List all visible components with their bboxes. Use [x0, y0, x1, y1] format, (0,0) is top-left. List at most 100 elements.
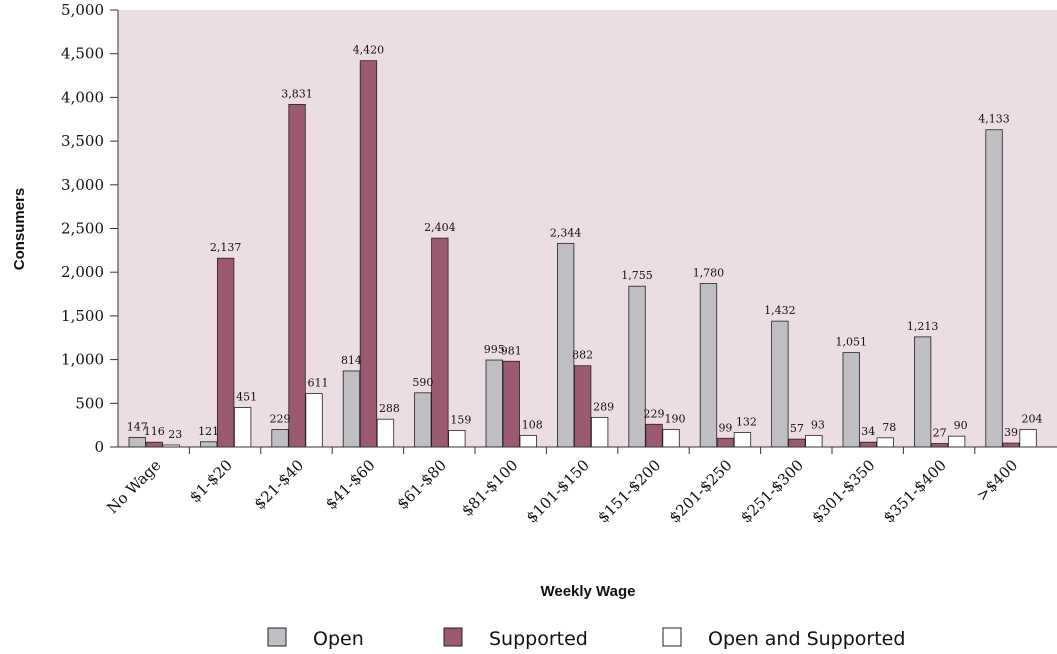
- bars-layer: [128, 60, 1037, 448]
- x-tick-label: $201-$250: [665, 456, 735, 526]
- bar-open: [985, 129, 1003, 448]
- x-tick-label: $1-$20: [186, 456, 236, 506]
- bar-supported: [931, 443, 949, 448]
- bar-open-and-supported: [805, 435, 823, 448]
- bar-open: [342, 370, 361, 448]
- data-label: 3,831: [281, 87, 313, 100]
- bar-supported: [502, 360, 520, 448]
- data-label: 229: [644, 407, 665, 420]
- bar-open: [485, 359, 503, 448]
- data-label: 451: [236, 391, 257, 404]
- bar-supported: [1002, 442, 1020, 448]
- data-label: 34: [861, 425, 875, 438]
- bar-open-and-supported: [376, 418, 395, 448]
- data-label: 159: [450, 413, 471, 426]
- x-tick-label: $81-$100: [458, 456, 522, 520]
- bar-supported: [859, 441, 877, 448]
- data-label: 2,137: [210, 241, 242, 254]
- bar-open-and-supported: [733, 432, 752, 448]
- y-ticks-layer: 0 500 1,000 1,500 2,000 2,500 3,000 3,500 4,000 4…: [61, 1, 118, 456]
- bar-open: [128, 436, 146, 448]
- bar-supported: [716, 437, 735, 448]
- bar-supported: [359, 60, 378, 448]
- x-ticks-layer: No Wage $1-$20 $21-$40 $41-$60 $61-$80 $81-$1…: [103, 447, 1021, 526]
- bar-open-and-supported: [448, 429, 466, 448]
- data-label: 611: [308, 377, 329, 390]
- data-label: 4,133: [978, 113, 1010, 126]
- legend-label: Open and Supported: [708, 628, 905, 650]
- data-label: 882: [572, 349, 593, 362]
- y-tick-label: 5,000: [61, 1, 104, 19]
- legend: Open Supported Open and Supported: [267, 627, 905, 650]
- bar-open: [771, 320, 789, 448]
- bar-open-and-supported: [1019, 429, 1037, 448]
- data-label: 995: [484, 343, 505, 356]
- data-label: 39: [1004, 426, 1018, 439]
- legend-label: Open: [313, 628, 364, 650]
- data-label: 204: [1022, 413, 1043, 426]
- data-label: 2,344: [550, 226, 582, 239]
- data-label: 229: [270, 413, 291, 426]
- bar-open: [842, 352, 860, 448]
- data-label: 147: [127, 420, 148, 433]
- bar-open-and-supported: [519, 434, 537, 448]
- x-tick-label: $61-$80: [393, 456, 450, 513]
- x-tick-label: $301-$350: [808, 456, 878, 526]
- data-label: 288: [379, 402, 400, 415]
- bar-supported: [216, 257, 235, 448]
- bar-open: [628, 285, 646, 448]
- data-label: 2,404: [424, 221, 456, 234]
- bar-open-and-supported: [948, 435, 966, 448]
- bar-supported: [288, 103, 306, 448]
- legend-swatch: [443, 627, 463, 647]
- x-tick-label: No Wage: [103, 456, 164, 517]
- bar-open-and-supported: [876, 437, 894, 448]
- x-tick-label: $251-$300: [737, 456, 807, 526]
- data-label: 27: [933, 427, 947, 440]
- data-label: 93: [811, 418, 825, 431]
- data-label: 116: [144, 425, 165, 438]
- data-label: 99: [718, 421, 732, 434]
- data-label: 1,432: [764, 304, 796, 317]
- x-tick-label: >$400: [973, 456, 1022, 505]
- data-label: 1,780: [693, 267, 725, 280]
- bar-open: [914, 336, 932, 448]
- bar-open: [271, 429, 289, 448]
- x-tick-label: $41-$60: [322, 456, 379, 513]
- data-label: 121: [198, 425, 219, 438]
- data-label: 4,420: [353, 44, 385, 57]
- legend-swatch: [662, 627, 682, 647]
- y-tick-label: 3,000: [61, 176, 104, 194]
- data-labels-layer: 147 121 229 814 590 995 2,344 1,755 1,780 1,432 1,…: [127, 44, 1043, 441]
- x-axis-title: Weekly Wage: [540, 583, 635, 600]
- data-label: 814: [341, 354, 362, 367]
- data-label: 108: [522, 418, 543, 431]
- legend-label: Supported: [489, 628, 588, 650]
- data-label: 1,755: [621, 269, 653, 282]
- y-tick-label: 500: [75, 394, 104, 412]
- data-label: 590: [412, 376, 433, 389]
- bar-supported: [788, 438, 806, 448]
- x-tick-label: $351-$400: [880, 456, 950, 526]
- y-axis-title: Consumers: [11, 188, 28, 271]
- bar-open: [699, 283, 718, 448]
- x-tick-label: $21-$40: [251, 456, 308, 513]
- data-label: 289: [593, 400, 614, 413]
- data-label: 1,051: [836, 336, 868, 349]
- bar-supported: [431, 237, 449, 448]
- data-label: 23: [168, 428, 182, 441]
- bar-supported: [645, 423, 663, 448]
- y-tick-label: 0: [94, 438, 104, 456]
- bar-open: [199, 441, 218, 448]
- data-label: 78: [882, 421, 896, 434]
- y-tick-label: 1,500: [61, 307, 104, 325]
- bar-supported: [145, 441, 163, 448]
- x-tick-label: $101-$150: [523, 456, 593, 526]
- bar-open-and-supported: [662, 429, 680, 448]
- bar-open-and-supported: [305, 393, 323, 448]
- y-tick-label: 2,500: [61, 220, 104, 238]
- data-label: 981: [501, 344, 522, 357]
- x-tick-label: $151-$200: [594, 456, 664, 526]
- legend-swatch: [267, 627, 287, 647]
